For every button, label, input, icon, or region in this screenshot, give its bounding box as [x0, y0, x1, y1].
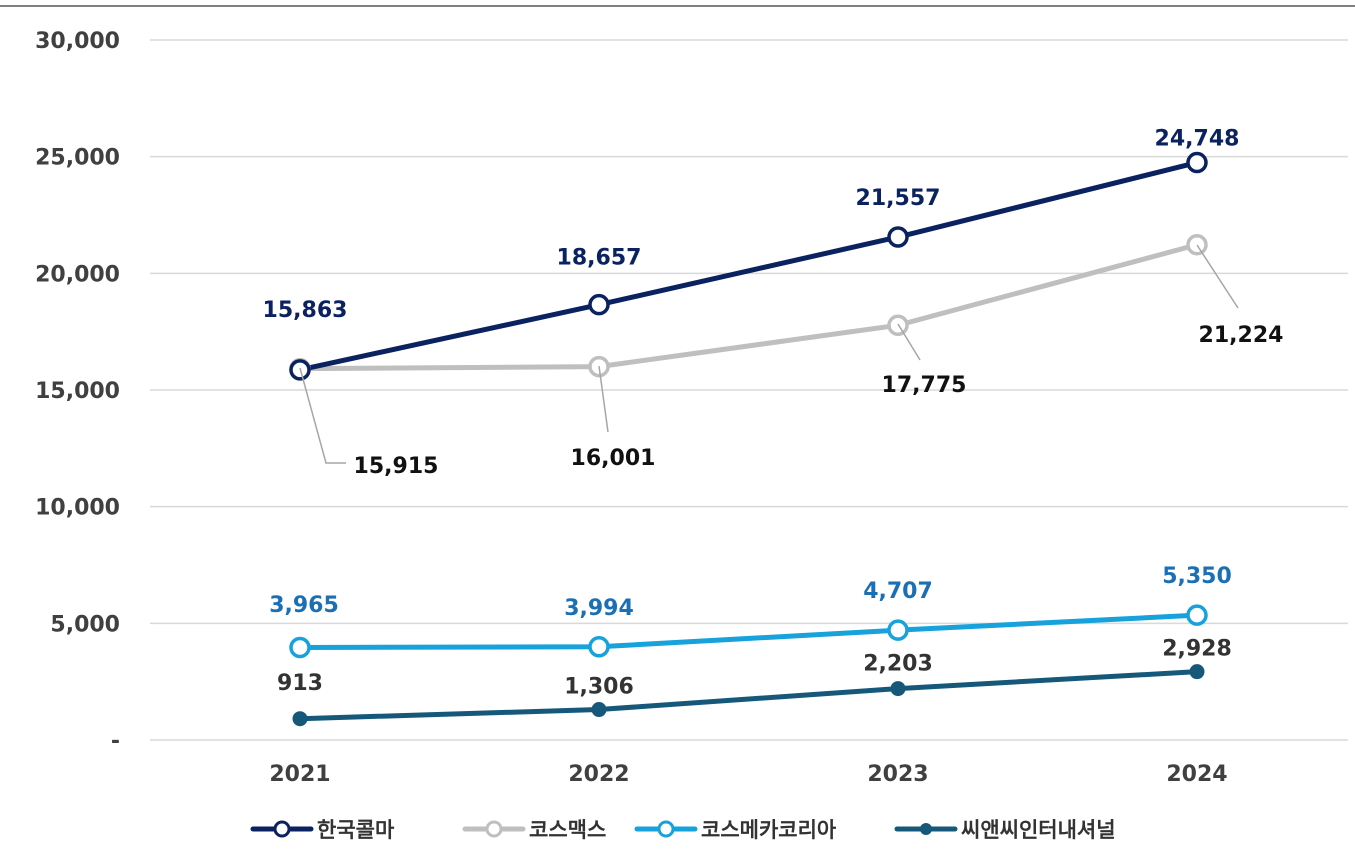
data-label: 3,965 — [269, 593, 339, 618]
data-point — [1186, 604, 1208, 626]
legend-label: 코스메카코리아 — [701, 818, 837, 842]
leader-line — [1196, 244, 1239, 309]
x-axis: 2021 2022 2023 2024 — [269, 762, 1227, 787]
data-labels: 15,863 18,657 21,557 24,748 15,915 16,001 17,7… — [263, 127, 1284, 700]
legend-label: 씨앤씨인터내셔널 — [961, 818, 1116, 842]
gridlines — [150, 39, 1348, 741]
data-label: 3,994 — [564, 596, 634, 621]
data-label: 21,557 — [856, 186, 941, 211]
y-tick-label: 25,000 — [35, 146, 120, 171]
data-label: 2,203 — [863, 652, 933, 677]
y-tick-label: 20,000 — [35, 262, 120, 287]
data-label: 17,775 — [882, 373, 967, 398]
legend-marker — [657, 820, 675, 838]
data-point — [887, 226, 909, 248]
data-point — [890, 681, 906, 697]
legend-label: 한국콜마 — [317, 818, 395, 842]
data-point — [1186, 151, 1208, 174]
legend-marker — [485, 820, 503, 838]
x-tick-label: 2024 — [1166, 762, 1227, 787]
x-tick-label: 2023 — [867, 762, 928, 787]
x-tick-label: 2021 — [269, 762, 330, 787]
data-label: 24,748 — [1155, 127, 1240, 152]
data-label: 5,350 — [1162, 564, 1232, 589]
data-point — [887, 619, 909, 641]
leader-line — [299, 367, 346, 464]
data-label: 16,001 — [571, 446, 656, 471]
data-point — [292, 711, 308, 727]
legend: 한국콜마 코스맥스 코스메카코리아 씨앤씨인터내셔널 — [250, 818, 1116, 842]
data-point — [588, 636, 610, 658]
y-tick-label: 15,000 — [35, 379, 120, 404]
leader-line — [598, 365, 609, 433]
y-axis: - 5,000 10,000 15,000 20,000 25,000 30,000 — [35, 29, 120, 754]
data-label: 1,306 — [564, 675, 634, 700]
data-label: 15,863 — [263, 298, 348, 323]
series-line — [297, 160, 1200, 373]
legend-label: 코스맥스 — [529, 818, 606, 842]
data-point — [289, 636, 311, 659]
data-label: 21,224 — [1199, 323, 1284, 348]
legend-marker — [273, 820, 291, 838]
data-label: 2,928 — [1162, 637, 1232, 662]
series-group — [289, 151, 1208, 727]
y-tick-label: - — [111, 729, 120, 754]
legend-marker — [920, 823, 932, 835]
data-point — [1186, 234, 1208, 256]
data-label: 15,915 — [354, 454, 439, 479]
data-point — [588, 293, 610, 316]
data-label: 4,707 — [863, 579, 933, 604]
leader-line — [897, 323, 921, 361]
data-label: 913 — [277, 671, 323, 696]
x-tick-label: 2022 — [568, 762, 629, 787]
series-line — [297, 612, 1200, 650]
y-tick-label: 10,000 — [35, 496, 120, 521]
series-line — [297, 242, 1200, 372]
data-point — [591, 702, 607, 718]
y-tick-label: 30,000 — [35, 29, 120, 54]
data-point — [1189, 664, 1205, 680]
series-line — [297, 669, 1200, 722]
y-tick-label: 5,000 — [50, 612, 120, 637]
data-label: 18,657 — [557, 246, 642, 271]
